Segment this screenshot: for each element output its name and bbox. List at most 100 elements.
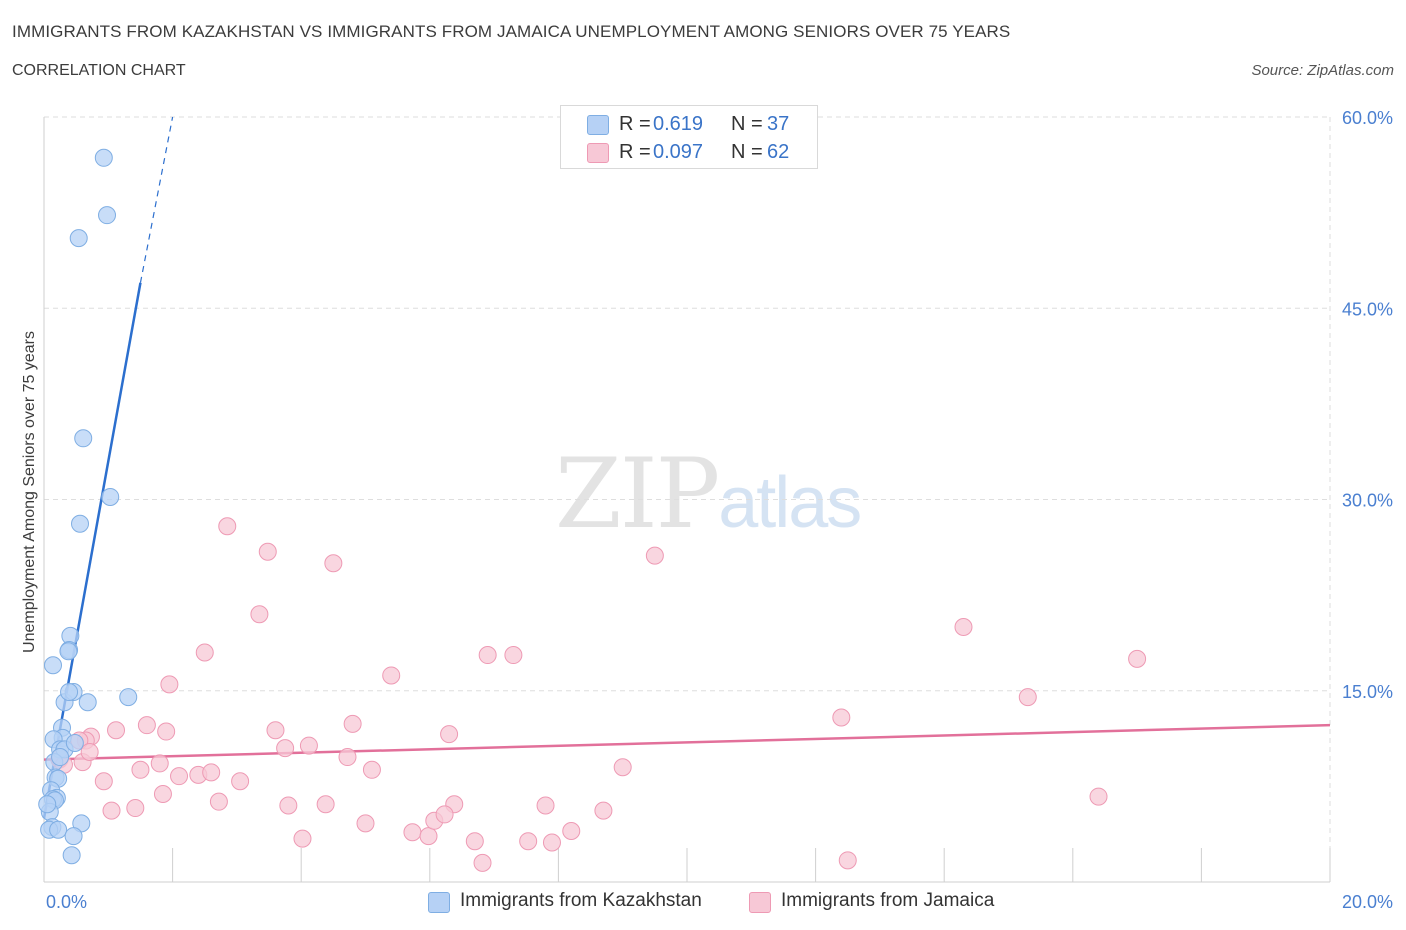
point-kazakhstan — [62, 846, 81, 865]
point-jamaica — [299, 736, 318, 755]
y-tick-label: 30.0% — [1342, 491, 1393, 511]
legend-r-value: 0.097 — [653, 141, 704, 163]
point-jamaica — [478, 646, 497, 665]
point-kazakhstan — [65, 734, 84, 753]
point-kazakhstan — [38, 795, 57, 814]
legend-swatch-kazakhstan — [428, 892, 450, 913]
point-jamaica — [107, 721, 126, 740]
trendline-kazakhstan-extension — [139, 116, 174, 283]
point-jamaica — [126, 799, 145, 818]
legend-label-kazakhstan: Immigrants from Kazakhstan — [460, 890, 702, 911]
point-jamaica — [231, 772, 250, 791]
trendline-jamaica — [43, 723, 1331, 761]
point-kazakhstan — [74, 429, 93, 448]
chart-subtitle: CORRELATION CHART — [12, 62, 186, 79]
point-jamaica — [279, 796, 298, 815]
point-jamaica — [1018, 688, 1037, 707]
point-kazakhstan — [44, 656, 63, 675]
source-label: Source: ZipAtlas.com — [1251, 62, 1394, 79]
y-tick-label: 15.0% — [1342, 682, 1393, 702]
point-kazakhstan — [119, 688, 138, 707]
data-points — [38, 148, 1147, 872]
legend-row-jamaica: R = 0.097 N = 62 — [561, 139, 817, 167]
legend-swatch-jamaica — [587, 143, 609, 163]
grid-lines — [44, 116, 1331, 882]
chart-title: IMMIGRANTS FROM KAZAKHSTAN VS IMMIGRANTS… — [12, 22, 1011, 41]
point-jamaica — [594, 801, 613, 820]
point-jamaica — [645, 546, 664, 565]
point-jamaica — [343, 714, 362, 733]
point-kazakhstan — [98, 206, 117, 225]
legend-n-value: 62 — [767, 141, 790, 163]
y-tick-label: 45.0% — [1342, 299, 1393, 319]
point-jamaica — [102, 801, 121, 820]
point-jamaica — [218, 517, 237, 536]
point-kazakhstan — [101, 487, 120, 506]
point-jamaica — [440, 725, 459, 744]
point-kazakhstan — [49, 820, 68, 839]
legend-r-value: 0.619 — [653, 113, 704, 135]
point-kazakhstan — [69, 229, 88, 248]
x-tick-label: 0.0% — [46, 892, 87, 912]
watermark: ZIPatlas — [555, 438, 862, 550]
point-jamaica — [362, 760, 381, 779]
watermark-zip: ZIP — [555, 438, 720, 550]
point-kazakhstan — [94, 148, 113, 167]
legend-n-label: N = — [731, 113, 763, 135]
point-jamaica — [536, 796, 555, 815]
point-jamaica — [157, 722, 176, 741]
point-jamaica — [419, 827, 438, 846]
tick-labels: 15.0% 30.0% 45.0% 60.0% 0.0% 20.0% — [46, 108, 1393, 912]
y-axis-label: Unemployment Among Seniors over 75 years — [21, 331, 38, 653]
watermark-atlas: atlas — [718, 463, 862, 543]
point-jamaica — [276, 739, 295, 758]
legend-n-label: N = — [731, 141, 763, 163]
point-jamaica — [170, 767, 189, 786]
legend-n-value: 37 — [767, 113, 790, 135]
point-jamaica — [195, 643, 214, 662]
point-jamaica — [316, 795, 335, 814]
point-jamaica — [209, 792, 228, 811]
point-kazakhstan — [60, 683, 79, 702]
legend-swatch-jamaica — [749, 892, 771, 913]
point-jamaica — [293, 829, 312, 848]
point-jamaica — [613, 758, 632, 777]
point-jamaica — [403, 823, 422, 842]
point-jamaica — [562, 822, 581, 840]
point-jamaica — [153, 785, 172, 804]
y-tick-label: 60.0% — [1342, 108, 1393, 128]
point-jamaica — [954, 618, 973, 636]
legend-row-kazakhstan: R = 0.619 N = 37 — [561, 111, 817, 139]
point-jamaica — [356, 814, 375, 833]
point-jamaica — [160, 675, 179, 694]
point-jamaica — [1128, 649, 1147, 668]
point-jamaica — [504, 646, 523, 665]
point-jamaica — [832, 708, 851, 727]
point-jamaica — [150, 754, 169, 773]
point-jamaica — [473, 853, 492, 872]
correlation-legend: R = 0.619 N = 37 R = 0.097 N = 62 — [560, 105, 818, 169]
legend-swatch-kazakhstan — [587, 115, 609, 135]
point-jamaica — [838, 851, 857, 870]
point-jamaica — [94, 772, 113, 791]
point-kazakhstan — [59, 642, 78, 661]
axes — [43, 117, 1331, 883]
trend-lines — [42, 116, 1331, 819]
point-jamaica — [1089, 787, 1108, 806]
x-tick-label: 20.0% — [1342, 892, 1393, 912]
point-jamaica — [202, 763, 221, 782]
point-jamaica — [435, 805, 454, 824]
point-jamaica — [542, 833, 561, 852]
point-kazakhstan — [78, 693, 97, 712]
point-jamaica — [250, 605, 269, 624]
point-jamaica — [131, 760, 150, 779]
point-jamaica — [258, 542, 277, 561]
point-jamaica — [80, 742, 99, 761]
point-kazakhstan — [51, 748, 70, 767]
point-kazakhstan — [64, 827, 83, 846]
point-jamaica — [137, 716, 156, 735]
legend-label-jamaica: Immigrants from Jamaica — [781, 890, 995, 911]
point-jamaica — [338, 748, 357, 767]
point-jamaica — [324, 554, 343, 573]
